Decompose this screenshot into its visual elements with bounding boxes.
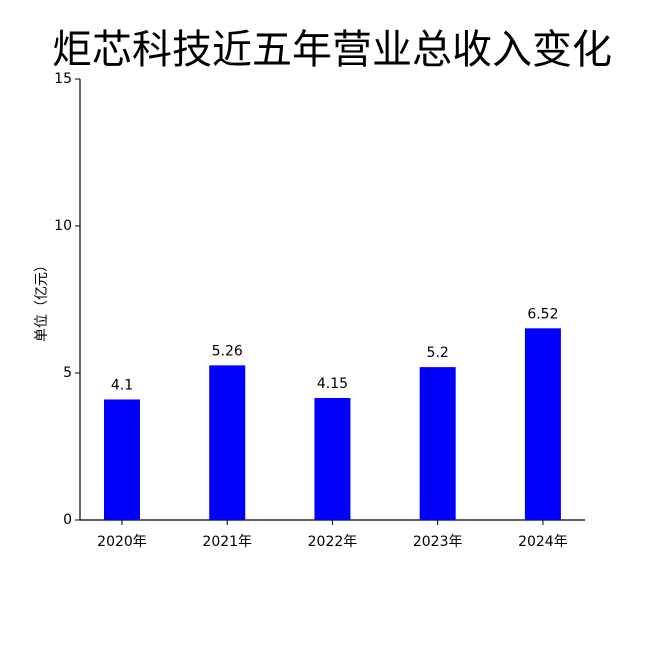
y-tick-label: 5 <box>63 365 72 381</box>
y-tick-label: 0 <box>63 512 72 528</box>
bar <box>419 367 456 520</box>
x-tick-label: 2020年 <box>97 534 147 550</box>
x-tick-label: 2023年 <box>413 534 463 550</box>
chart-title: 炬芯科技近五年营业总收入变化 <box>52 27 612 73</box>
data-label: 5.26 <box>212 343 243 359</box>
bar <box>314 397 351 520</box>
data-label: 4.1 <box>111 377 133 393</box>
bar <box>209 365 246 520</box>
bar <box>104 399 140 520</box>
bar <box>524 328 561 520</box>
y-tick-label: 10 <box>54 218 72 234</box>
data-label: 4.15 <box>317 376 348 392</box>
y-tick-label: 15 <box>54 71 72 87</box>
x-tick-label: 2021年 <box>202 534 252 550</box>
x-tick-label: 2024年 <box>518 534 568 550</box>
data-label: 5.2 <box>427 345 449 361</box>
y-axis-label: 单位（亿元） <box>34 258 50 342</box>
x-tick-label: 2022年 <box>308 534 358 550</box>
data-label: 6.52 <box>527 306 558 322</box>
